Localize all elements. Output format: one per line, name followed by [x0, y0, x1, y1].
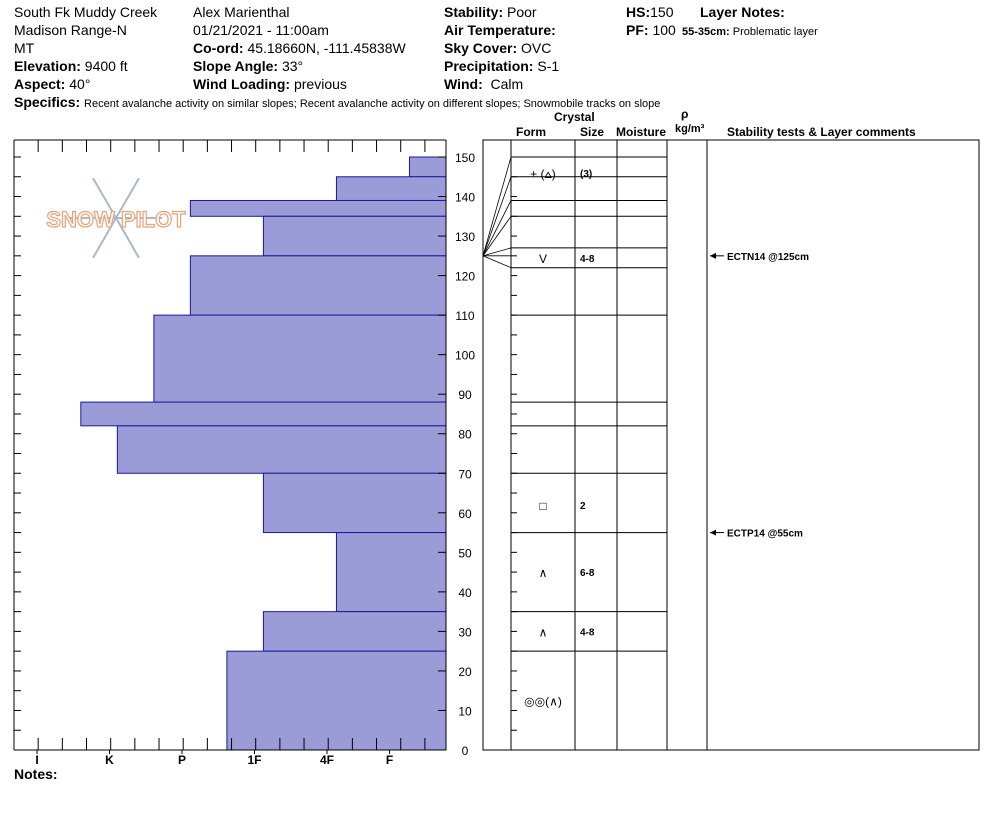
- snowflake-arm: [92, 217, 117, 259]
- hardness-tick-label: 4F: [320, 753, 334, 767]
- coordinates: Co-ord: 45.18660N, -111.45838W: [193, 40, 406, 56]
- crystal-form: + (⩟): [530, 167, 556, 181]
- crystal-column: + (⩟) (3) V 4-8 □ 2 ∧ 6-8 ∧ 4-8 ◎◎(∧): [524, 167, 595, 709]
- hardness-bar: [262, 472, 447, 534]
- depth-tick-label: 110: [455, 309, 474, 323]
- stability-tests-header: Stability tests & Layer comments: [727, 125, 916, 139]
- layer-notes-label: Layer Notes:: [700, 4, 785, 20]
- wind: Wind: Calm: [444, 76, 524, 92]
- stability-tests: ECTN14 @125cm ECTP14 @55cm: [710, 252, 809, 540]
- hardness-bars: [80, 156, 447, 751]
- crystal-form: ◎◎(∧): [524, 695, 562, 709]
- hardness-bar: [226, 650, 447, 751]
- moisture-header: Moisture: [616, 125, 667, 139]
- depth-tick-label: 130: [455, 230, 475, 244]
- hardness-bar: [408, 156, 447, 178]
- datetime: 01/21/2021 - 11:00am: [193, 22, 329, 38]
- layer-table: [482, 139, 980, 751]
- stability-test-label: ECTP14 @55cm: [727, 529, 803, 540]
- depth-tick-label: 100: [455, 349, 475, 363]
- depth-axis: 0 10 20 30 40 50 60 70 80 90 100 110 120 130 140 150: [438, 151, 475, 758]
- hardness-tick-label: 1F: [247, 753, 261, 767]
- notes-label: Notes:: [14, 766, 58, 782]
- aspect: Aspect: 40°: [14, 76, 91, 92]
- penetration-foot: PF: 100: [626, 22, 676, 38]
- logo-text: SNOW PILOT: [46, 207, 186, 232]
- form-header: Form: [516, 125, 546, 139]
- slope-angle: Slope Angle: 33°: [193, 58, 304, 74]
- rho-header: ρ: [681, 107, 689, 121]
- snowflake-arm: [92, 177, 117, 219]
- depth-tick-label: 50: [458, 546, 472, 560]
- crystal-size: 4-8: [580, 254, 595, 265]
- depth-tick-label: 0: [462, 744, 469, 758]
- depth-tick-label: 90: [458, 388, 472, 402]
- crystal-form: ∧: [539, 566, 548, 580]
- size-header: Size: [580, 125, 605, 139]
- table-frame: [482, 139, 980, 751]
- hardness-tick-label: F: [386, 753, 393, 767]
- air-temperature: Air Temperature:: [444, 22, 556, 38]
- layer-connector: [482, 176, 512, 256]
- hardness-tick-label: I: [35, 753, 38, 767]
- stability-test-label: ECTN14 @125cm: [727, 252, 809, 263]
- state: MT: [14, 40, 35, 56]
- snowflake-arm: [115, 217, 140, 259]
- depth-tick-label: 120: [455, 270, 475, 284]
- range: Madison Range-N: [14, 22, 127, 38]
- depth-tick-label: 60: [458, 507, 472, 521]
- hardness-bar: [189, 199, 447, 217]
- snowpilot-logo: SNOW PILOT: [46, 177, 187, 259]
- hardness-bar: [262, 611, 447, 652]
- test-arrow-head: [710, 529, 716, 536]
- crystal-header: Crystal: [554, 110, 595, 124]
- profile-frame: [13, 139, 447, 751]
- depth-tick-label: 40: [458, 586, 472, 600]
- hardness-bar: [262, 215, 447, 257]
- depth-tick-label: 20: [458, 665, 472, 679]
- crystal-form: V: [539, 252, 547, 266]
- wind-loading: Wind Loading: previous: [193, 76, 347, 92]
- snowflake-arm: [115, 177, 140, 219]
- depth-tick-label: 150: [455, 151, 475, 165]
- layer-connector: [482, 216, 512, 257]
- crystal-size: 2: [580, 501, 586, 512]
- hardness-tick-label: K: [105, 753, 114, 767]
- depth-tick-label: 30: [458, 625, 472, 639]
- depth-tick-label: 10: [458, 704, 472, 718]
- sky-cover: Sky Cover: OVC: [444, 40, 552, 56]
- layer-connector: [482, 255, 512, 269]
- layer-connector: [482, 156, 512, 256]
- crystal-size: 4-8: [580, 627, 595, 638]
- test-arrow-head: [710, 252, 716, 259]
- layer-note: 55-35cm: Problematic layer: [682, 26, 818, 38]
- crystal-form: ∧: [539, 625, 548, 639]
- hardness-axis: I K P 1F 4F F: [35, 750, 393, 767]
- height-of-snow: HS:150: [626, 4, 674, 20]
- depth-tick-label: 80: [458, 428, 472, 442]
- density-header: kg/m³: [675, 123, 705, 135]
- location: South Fk Muddy Creek: [14, 4, 158, 20]
- observer: Alex Marienthal: [193, 4, 290, 20]
- depth-tick-label: 140: [455, 191, 475, 205]
- hardness-bar: [153, 314, 447, 403]
- hardness-bar: [335, 176, 447, 201]
- specifics: Specifics: Recent avalanche activity on …: [14, 94, 661, 110]
- depth-tick-label: 70: [458, 467, 472, 481]
- hardness-tick-label: P: [178, 753, 186, 767]
- layer-connector: [482, 200, 512, 257]
- hardness-bar: [335, 532, 447, 613]
- crystal-size: 6-8: [580, 568, 595, 579]
- hardness-bar: [189, 255, 447, 316]
- stability: Stability: Poor: [444, 4, 537, 20]
- layer-connector: [482, 247, 512, 257]
- crystal-size: (3): [580, 169, 592, 180]
- precipitation: Precipitation: S-1: [444, 58, 560, 74]
- hardness-bar: [80, 401, 447, 427]
- hardness-bar: [116, 425, 447, 474]
- crystal-form: □: [539, 499, 546, 513]
- elevation: Elevation: 9400 ft: [14, 58, 128, 74]
